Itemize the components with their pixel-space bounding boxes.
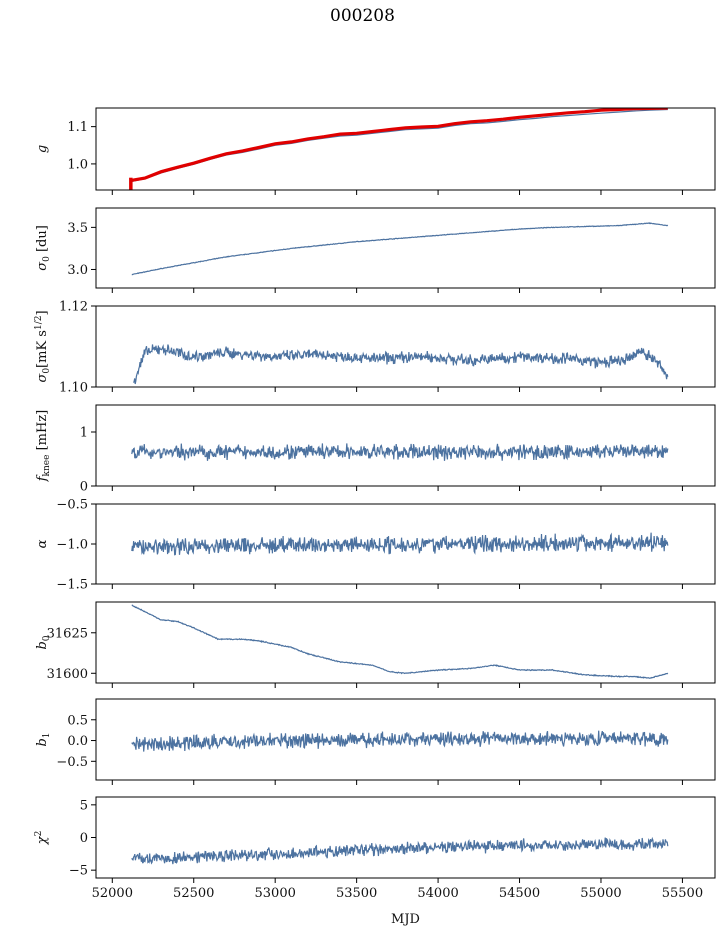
y-axis-label: fknee [mHz]	[35, 410, 52, 483]
y-axis-label: χ2	[34, 831, 50, 846]
y-tick-label: −0.5	[56, 755, 88, 770]
panel-3: 1.10 1.12 σ0[mK s1/2]	[34, 300, 716, 396]
y-tick-label: 1.1	[67, 120, 88, 135]
y-tick-label: 3.5	[67, 221, 88, 236]
y-axis-label: σ0 [du]	[35, 225, 52, 271]
panel-frame	[95, 404, 716, 487]
panel-7: −0.5 0.0 0.5 b1	[35, 698, 716, 785]
panel-5: −1.5 −1.0 −0.5 α	[35, 498, 716, 593]
y-tick-label: 5	[80, 798, 88, 813]
y-tick-label: −1.5	[56, 578, 88, 593]
x-tick-label: 52500	[173, 886, 214, 901]
y-tick-label: 0	[80, 831, 88, 846]
series-line-4-1	[131, 443, 669, 461]
x-tick-label: 55500	[662, 886, 703, 901]
panel-1: 1.0 1.1 g	[35, 107, 716, 195]
y-tick-label: −5	[69, 864, 88, 879]
y-tick-label: −1.0	[56, 538, 88, 553]
x-tick-label: 54000	[417, 886, 458, 901]
panel-frame	[95, 698, 716, 781]
panel-2: 3.0 3.5 σ0 [du]	[35, 207, 716, 293]
x-tick-label: 55000	[580, 886, 621, 901]
series-line-7-1	[131, 730, 669, 752]
x-tick-label: 53500	[336, 886, 377, 901]
y-axis-label: σ0[mK s1/2]	[34, 310, 52, 382]
y-tick-label: 1.12	[59, 300, 88, 315]
y-axis-label: g	[35, 145, 50, 153]
figure-title: 000208	[330, 6, 395, 26]
series-line-8-1	[131, 836, 669, 865]
y-axis-label: b1	[35, 732, 52, 746]
panel-frame	[95, 305, 716, 388]
y-tick-label: 0.5	[67, 713, 88, 728]
series-line-1-1	[131, 108, 668, 182]
panel-frame	[95, 107, 716, 191]
panel-8: −5 0 5 52000 52500 53000 53500 54000 54500 55000 5…	[34, 796, 716, 901]
x-tick-label: 53000	[255, 886, 296, 901]
y-tick-label: 31600	[47, 667, 88, 682]
panel-frame	[95, 601, 716, 684]
series-line-5-1	[131, 532, 669, 556]
series-line-2-1	[131, 222, 669, 276]
y-tick-label: 0.0	[67, 734, 88, 749]
series-line-3-1	[132, 344, 669, 385]
panel-frame	[95, 796, 716, 879]
y-tick-label: 0	[80, 480, 88, 495]
x-tick-label: 52000	[92, 886, 133, 901]
y-tick-label: 3.0	[67, 263, 88, 278]
y-tick-label: 1	[80, 426, 88, 441]
series-line-6-1	[131, 604, 669, 679]
x-axis-label: MJD	[391, 912, 420, 927]
y-tick-label: 1.0	[67, 157, 88, 172]
series-line-1-2	[131, 108, 668, 182]
y-tick-label: 1.10	[59, 381, 88, 396]
y-tick-label: 31625	[47, 626, 88, 641]
panel-4: 0 1 fknee [mHz]	[35, 404, 716, 495]
panel-frame	[95, 207, 716, 289]
y-tick-label: −0.5	[56, 498, 88, 513]
y-axis-label: b0	[35, 635, 52, 649]
y-axis-label: α	[35, 539, 50, 548]
x-tick-label: 54500	[499, 886, 540, 901]
